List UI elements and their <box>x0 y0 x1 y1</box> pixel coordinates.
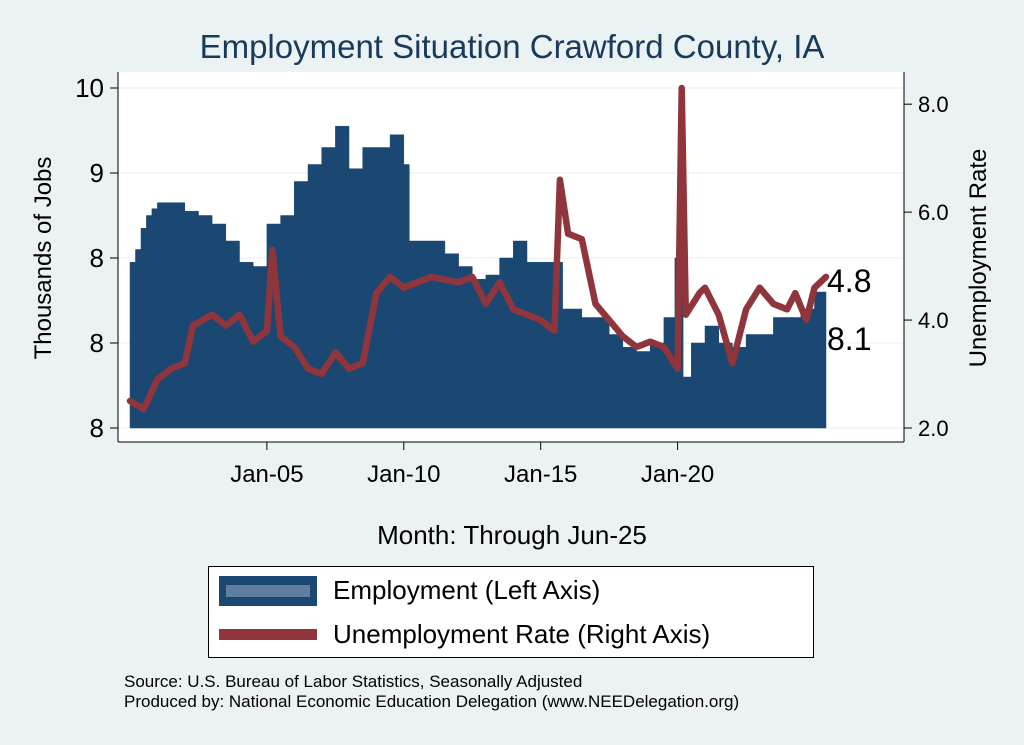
x-axis-tick-label: Jan-20 <box>641 461 714 488</box>
end-label-employment: 8.1 <box>827 321 871 357</box>
source-line: Source: U.S. Bureau of Labor Statistics,… <box>124 672 583 691</box>
left-axis-tick-label: 8 <box>90 413 104 443</box>
left-axis-tick-label: 10 <box>75 73 104 103</box>
employment-area <box>129 125 827 429</box>
right-axis-tick-label: 6.0 <box>918 200 949 225</box>
left-axis-tick-label: 8 <box>90 243 104 273</box>
legend: Employment (Left Axis) Unemployment Rate… <box>208 566 814 658</box>
x-axis-tick-label: Jan-05 <box>230 461 303 488</box>
x-axis-tick-label: Jan-15 <box>504 461 577 488</box>
axes: 8 8 8 9 10 2.0 4.0 6.0 8.0 Jan-05 Jan-10 Jan-15 Jan-… <box>75 72 949 488</box>
unemployment-swatch <box>219 629 317 640</box>
y-axis-label-left: Thousands of Jobs <box>30 157 57 360</box>
legend-label-unemployment: Unemployment Rate (Right Axis) <box>333 619 711 649</box>
employment-area-path <box>129 125 827 429</box>
x-axis-label: Month: Through Jun-25 <box>377 520 647 550</box>
end-label-unemployment: 4.8 <box>827 263 871 299</box>
y-axis-label-right: Unemployment Rate <box>965 149 992 368</box>
chart-title: Employment Situation Crawford County, IA <box>200 28 825 65</box>
employment-swatch <box>219 575 317 606</box>
x-axis-tick-label: Jan-10 <box>367 461 440 488</box>
producer-line: Produced by: National Economic Education… <box>124 692 740 711</box>
legend-label-employment: Employment (Left Axis) <box>333 575 601 605</box>
chart-canvas: Employment Situation Crawford County, IA… <box>30 28 992 550</box>
right-axis-tick-label: 4.0 <box>918 308 949 333</box>
source-note: Source: U.S. Bureau of Labor Statistics,… <box>124 672 739 712</box>
legend-item-employment: Employment (Left Axis) <box>219 575 600 606</box>
left-axis-tick-label: 8 <box>90 328 104 358</box>
unemployment-line-layer <box>126 84 830 413</box>
right-axis-tick-label: 8.0 <box>918 92 949 117</box>
left-axis-tick-label: 9 <box>90 158 104 188</box>
right-axis-tick-label: 2.0 <box>918 416 949 441</box>
legend-item-unemployment: Unemployment Rate (Right Axis) <box>219 619 710 650</box>
unemployment-line <box>126 84 830 413</box>
